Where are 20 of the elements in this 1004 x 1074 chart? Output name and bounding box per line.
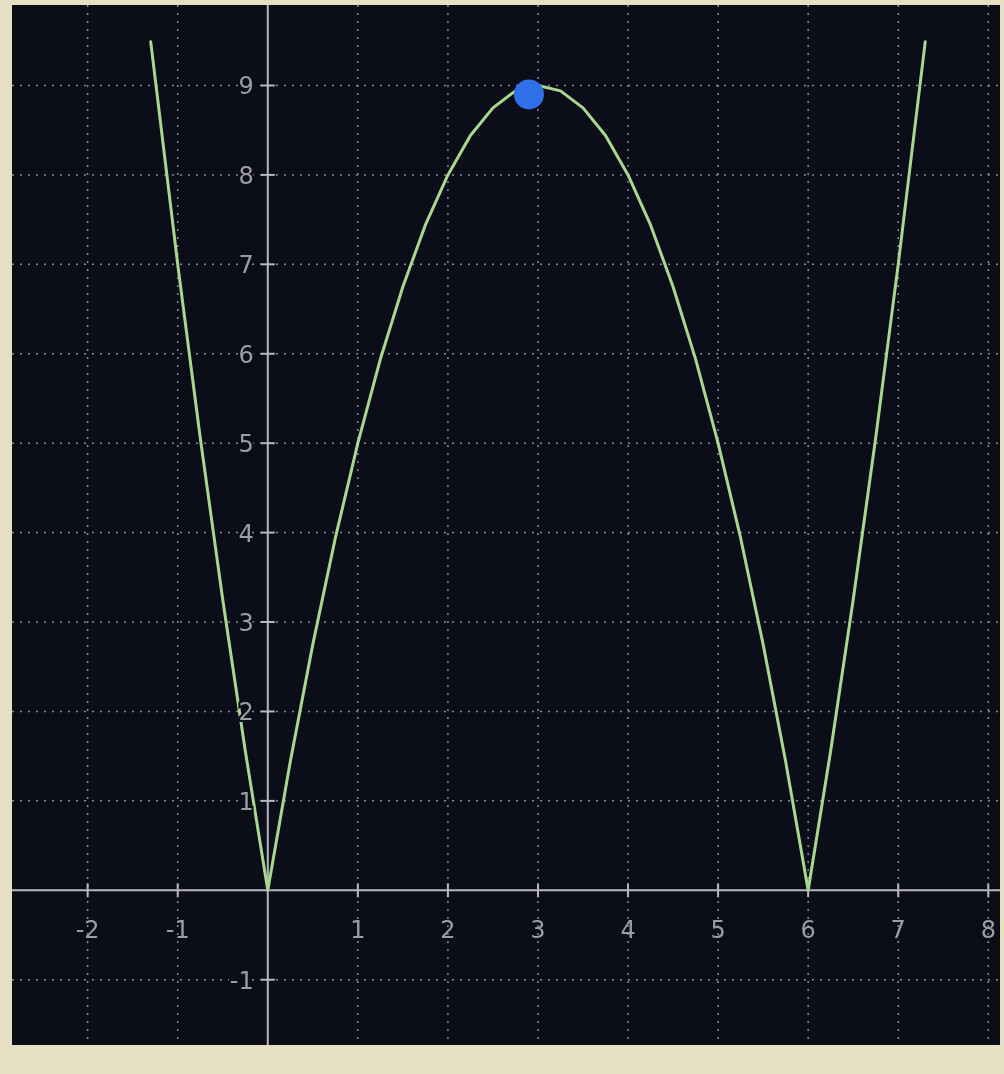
x-tick-label: -1	[165, 916, 190, 945]
y-tick-label: 1	[238, 787, 254, 816]
x-tick-label: 1	[350, 916, 366, 945]
y-tick-label: 8	[238, 161, 254, 190]
y-tick-label: 3	[238, 609, 254, 638]
y-tick-label: 6	[238, 340, 254, 369]
x-tick-label: 8	[980, 916, 996, 945]
y-tick-label: 4	[238, 519, 254, 548]
x-tick-label: 3	[530, 916, 546, 945]
y-tick-label: 9	[238, 72, 254, 101]
x-tick-label: -2	[75, 916, 100, 945]
y-tick-label: 5	[238, 430, 254, 459]
y-tick-label: -1	[229, 966, 254, 995]
line-series	[149, 40, 927, 892]
y-tick-label: 7	[238, 251, 254, 280]
x-tick-label: 5	[710, 916, 726, 945]
x-tick-label: 6	[800, 916, 816, 945]
x-tick-label: 7	[890, 916, 906, 945]
x-tick-label: 4	[620, 916, 636, 945]
x-tick-label: 2	[440, 916, 456, 945]
